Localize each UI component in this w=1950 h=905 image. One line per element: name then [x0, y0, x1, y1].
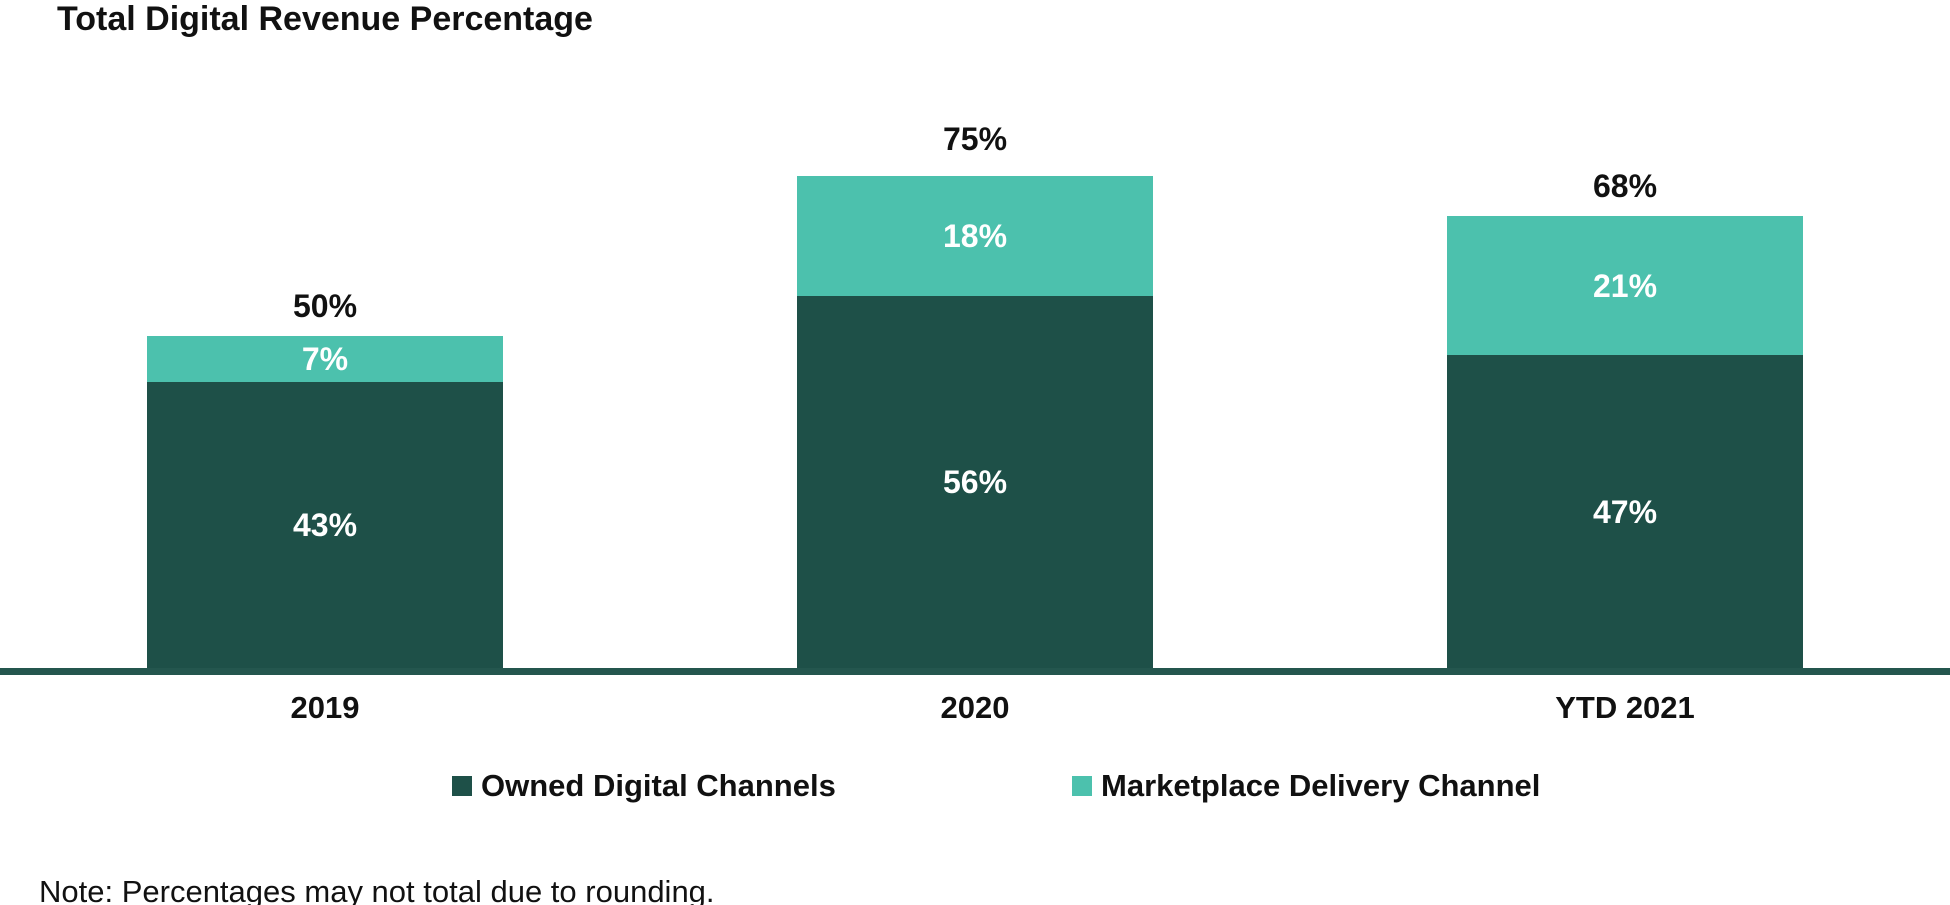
- x-axis-label-ytd-2021: YTD 2021: [1555, 690, 1695, 725]
- total-label-ytd-2021: 68%: [1592, 167, 1658, 204]
- bar-segment-owned-2020: 56%: [797, 295, 1153, 668]
- legend-label: Owned Digital Channels: [481, 768, 836, 803]
- legend-label: Marketplace Delivery Channel: [1101, 768, 1541, 803]
- bar-segment-owned-2019: 43%: [147, 382, 503, 668]
- x-axis-label-2020: 2020: [940, 690, 1010, 725]
- segment-value-label: 43%: [292, 507, 358, 544]
- legend-item-marketplace-delivery-channel: Marketplace Delivery Channel: [1072, 770, 1540, 801]
- bar-segment-marketplace-2019: 7%: [147, 335, 503, 383]
- total-label-2020: 75%: [942, 121, 1008, 158]
- chart-title: Total Digital Revenue Percentage: [57, 0, 593, 38]
- segment-value-label: 7%: [301, 340, 349, 377]
- total-label-2019: 50%: [292, 287, 358, 324]
- bar-segment-marketplace-ytd-2021: 21%: [1447, 215, 1803, 356]
- segment-value-label: 56%: [942, 463, 1008, 500]
- footnote: Note: Percentages may not total due to r…: [39, 874, 715, 905]
- bar-segment-owned-ytd-2021: 47%: [1447, 355, 1803, 668]
- legend-swatch-icon: [452, 775, 472, 796]
- x-axis-label-2019: 2019: [290, 690, 360, 725]
- segment-value-label: 18%: [942, 217, 1008, 254]
- x-axis-line: [0, 668, 1950, 675]
- bar-segment-marketplace-2020: 18%: [797, 175, 1153, 296]
- segment-value-label: 47%: [1592, 493, 1658, 530]
- segment-value-label: 21%: [1592, 267, 1658, 304]
- legend-item-owned-digital-channels: Owned Digital Channels: [452, 770, 836, 801]
- legend-swatch-icon: [1072, 775, 1092, 796]
